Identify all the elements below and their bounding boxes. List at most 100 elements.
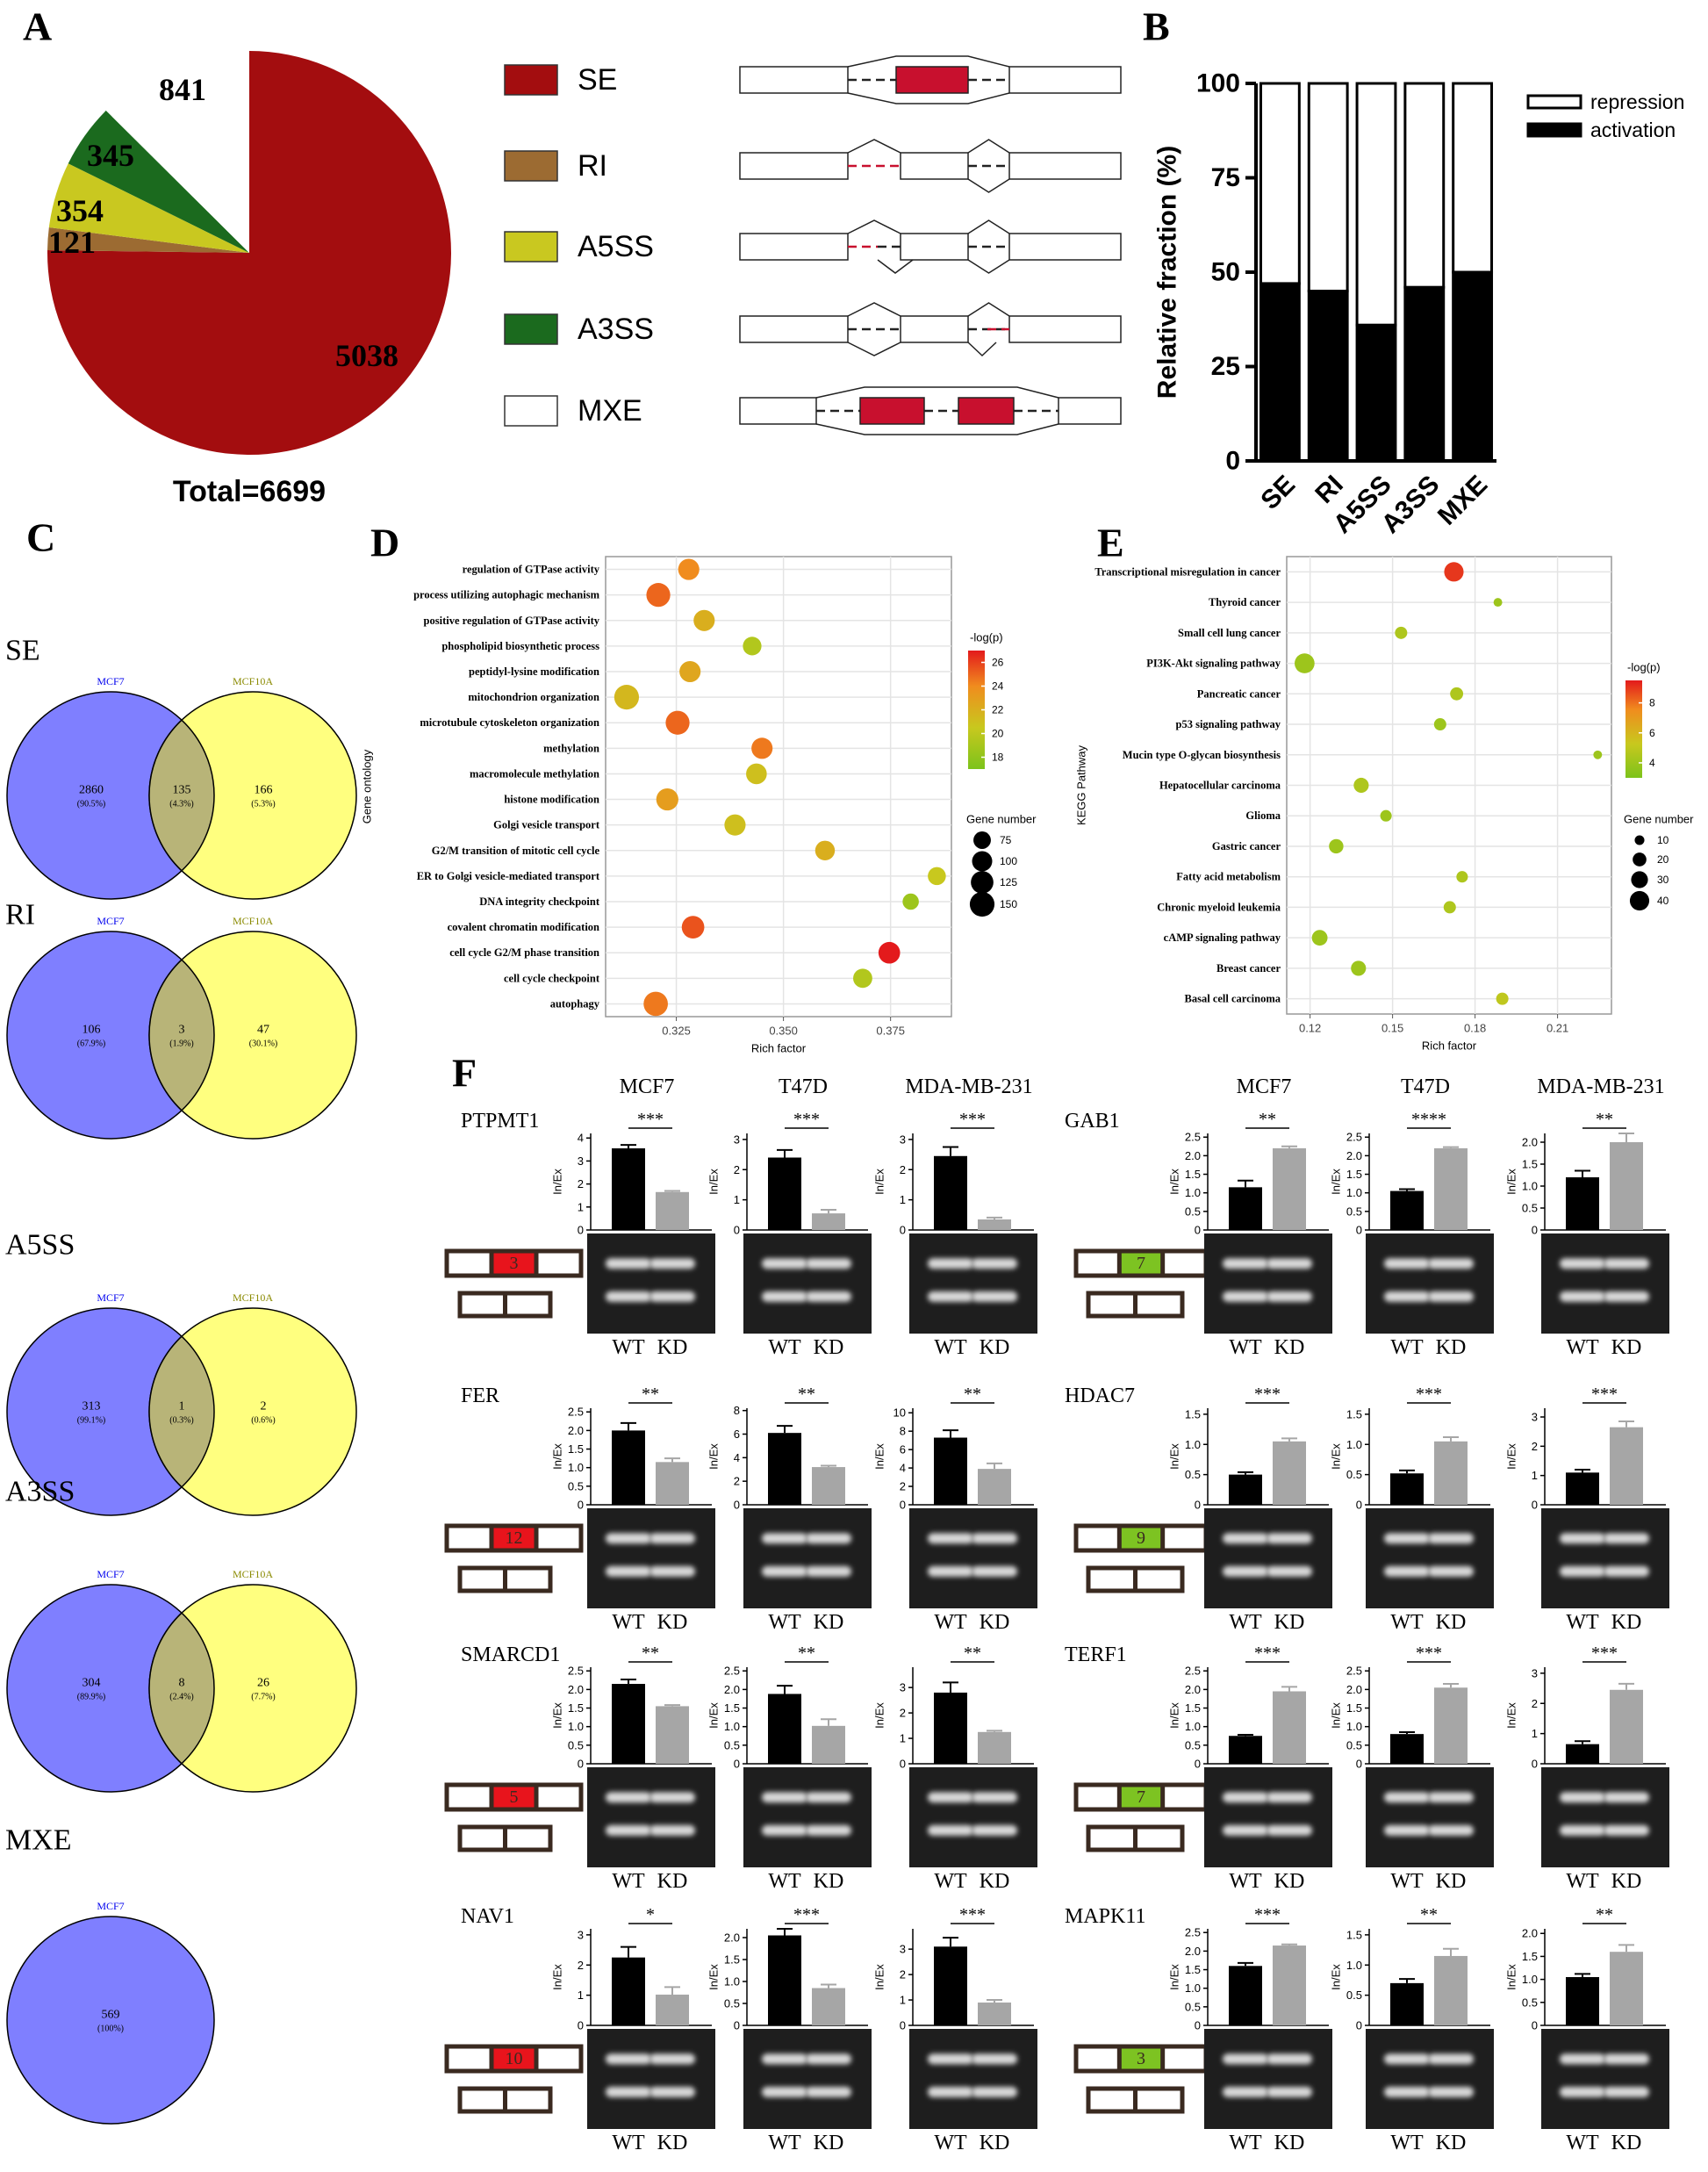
category-label: process utilizing autophagic mechanism bbox=[413, 589, 600, 601]
slice-label: 5038 bbox=[335, 338, 398, 373]
gel-band bbox=[1384, 1291, 1430, 1302]
legend-label: A5SS bbox=[578, 230, 654, 263]
y-tick-label: 1 bbox=[1532, 1469, 1538, 1482]
lane-label: WT bbox=[612, 1336, 645, 1359]
y-axis-title: In/Ex bbox=[1168, 1443, 1181, 1470]
y-axis-title: In/Ex bbox=[707, 1169, 721, 1195]
venn-circle bbox=[6, 1916, 215, 2125]
gel-band bbox=[1223, 1291, 1268, 1302]
set-label: MCF10A bbox=[233, 1291, 273, 1304]
bar-segment bbox=[1403, 285, 1446, 463]
dot bbox=[878, 941, 901, 964]
y-axis-title: In/Ex bbox=[1330, 1169, 1343, 1195]
lane-label: WT bbox=[934, 1336, 967, 1359]
venn-overlap bbox=[148, 1335, 215, 1488]
gel-band bbox=[928, 1291, 973, 1302]
gel-band bbox=[606, 1533, 651, 1544]
gel bbox=[1204, 2029, 1332, 2129]
bar bbox=[768, 1694, 801, 1764]
color-tick-label: 18 bbox=[992, 752, 1004, 764]
exon-box bbox=[900, 233, 969, 261]
dot bbox=[678, 558, 700, 580]
pie-slice bbox=[47, 51, 451, 455]
y-tick-label: 75 bbox=[1211, 163, 1240, 192]
gel-band bbox=[972, 1533, 1017, 1544]
gel-band bbox=[1604, 1533, 1649, 1544]
lane-label: WT bbox=[1566, 1336, 1599, 1359]
significance: ** bbox=[1420, 1905, 1438, 1924]
gel-band bbox=[1428, 1533, 1474, 1544]
y-tick-label: 1.0 bbox=[724, 1975, 740, 1989]
category-label: p53 signaling pathway bbox=[1176, 718, 1281, 730]
set-name: RI bbox=[5, 899, 35, 931]
dot bbox=[1295, 653, 1315, 673]
bar bbox=[1566, 1177, 1599, 1230]
cell-line: MCF7 bbox=[620, 1075, 675, 1098]
significance: ** bbox=[1596, 1905, 1613, 1924]
gel-band bbox=[1428, 1565, 1474, 1577]
y-tick-label: 2.0 bbox=[1346, 1149, 1362, 1162]
error-bar bbox=[1399, 1188, 1415, 1191]
gel-band bbox=[762, 1533, 807, 1544]
gel bbox=[909, 1508, 1037, 1608]
size-key-label: 30 bbox=[1657, 874, 1669, 886]
gel-band bbox=[1223, 1792, 1268, 1803]
category-label: Hepatocellular carcinoma bbox=[1159, 780, 1281, 792]
exon-number: 3 bbox=[1137, 2049, 1145, 2068]
venn-overlap bbox=[148, 719, 215, 872]
gel-band bbox=[606, 1291, 651, 1302]
total-label: Total=6699 bbox=[173, 475, 326, 508]
category-label: ER to Golgi vesicle-mediated transport bbox=[417, 870, 600, 882]
bar-segment bbox=[1452, 82, 1494, 274]
y-tick-label: 100 bbox=[1196, 69, 1240, 98]
x-tick-label: 0.18 bbox=[1464, 1022, 1486, 1035]
y-tick-label: 3 bbox=[900, 1943, 906, 1956]
y-tick-label: 1.5 bbox=[1346, 1168, 1362, 1181]
lane-label: WT bbox=[1390, 1336, 1424, 1359]
gel-band bbox=[1604, 1824, 1649, 1836]
exon-box bbox=[739, 152, 849, 180]
gel-band bbox=[649, 1792, 695, 1803]
gel-band bbox=[606, 2086, 651, 2097]
y-tick-label: 8 bbox=[900, 1425, 906, 1438]
junction-line bbox=[815, 423, 1059, 435]
y-tick-label: 0 bbox=[900, 2019, 906, 2032]
y-tick-label: 2 bbox=[578, 1177, 584, 1190]
error-bar bbox=[777, 1425, 793, 1434]
gene-name: HDAC7 bbox=[1065, 1384, 1135, 1407]
category-label: covalent chromatin modification bbox=[448, 921, 599, 933]
y-tick-label: 0.5 bbox=[568, 1479, 584, 1492]
venn-count: 313 bbox=[83, 1400, 101, 1413]
error-bar bbox=[1575, 1740, 1590, 1744]
gel-band bbox=[762, 1824, 807, 1836]
y-tick-label: 0.5 bbox=[1185, 1468, 1201, 1481]
junction-line bbox=[815, 386, 1059, 399]
pie-slice bbox=[105, 51, 250, 253]
y-tick-label: 1 bbox=[1532, 1727, 1538, 1740]
exon-number: 3 bbox=[510, 1254, 519, 1273]
error-bar bbox=[1618, 1682, 1634, 1690]
dot bbox=[1496, 992, 1509, 1005]
gel-band bbox=[1384, 1533, 1430, 1544]
gel bbox=[1541, 1233, 1669, 1334]
y-axis-title: In/Ex bbox=[873, 1964, 886, 1990]
color-bar bbox=[1625, 680, 1642, 778]
y-axis-title: In/Ex bbox=[1168, 1964, 1181, 1990]
error-bar bbox=[1443, 1947, 1459, 1956]
dot bbox=[614, 685, 640, 710]
junction-line bbox=[847, 219, 901, 234]
bar bbox=[978, 1219, 1011, 1230]
gel-band bbox=[1223, 2053, 1268, 2065]
legend-label: activation bbox=[1590, 119, 1676, 141]
color-tick-label: 8 bbox=[1649, 697, 1655, 709]
y-axis-title: Gene ontology bbox=[361, 749, 374, 823]
significance: *** bbox=[1416, 1384, 1442, 1404]
gel-band bbox=[1384, 2053, 1430, 2065]
gel-band bbox=[1604, 1258, 1649, 1269]
dot bbox=[1353, 777, 1369, 794]
y-tick-label: 1.0 bbox=[1522, 1180, 1538, 1193]
error-bar bbox=[777, 1685, 793, 1694]
bar bbox=[1566, 1977, 1599, 2025]
